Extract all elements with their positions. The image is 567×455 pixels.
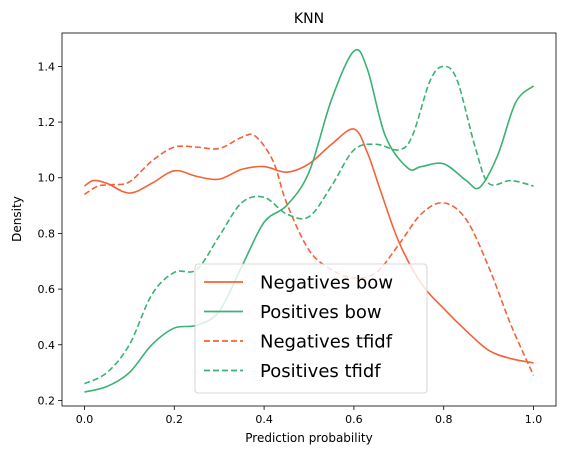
legend: Negatives bow Positives bow Negatives tfid… [194, 263, 428, 394]
y-axis-label: Density [10, 196, 24, 242]
x-tick-label: 0.2 [166, 413, 184, 426]
x-axis-label: Prediction probability [245, 431, 372, 445]
series-line-negatives-bow [83, 128, 534, 364]
y-tick-label: 0.8 [38, 227, 56, 240]
y-axis: 0.2 0.4 0.6 0.8 1.0 1.2 1.4 [38, 60, 62, 407]
series-layer [83, 48, 535, 393]
y-tick-label: 0.2 [38, 394, 56, 407]
series-line-positives-bow [84, 48, 535, 393]
chart-title: KNN [294, 11, 324, 27]
series-line-positives-tfidf [84, 65, 534, 385]
legend-label: Negatives bow [260, 273, 393, 294]
x-tick-label: 0.4 [255, 413, 273, 426]
series-line-negatives-tfidf [84, 133, 535, 376]
y-tick-label: 1.4 [38, 60, 56, 73]
legend-label: Positives tfidf [260, 361, 381, 382]
y-tick-label: 0.4 [38, 339, 56, 352]
x-tick-label: 0.6 [345, 413, 363, 426]
plot-frame [61, 32, 557, 407]
legend-label: Positives bow [260, 302, 382, 323]
legend-label: Negatives tfidf [260, 332, 393, 353]
x-tick-label: 0.0 [76, 413, 94, 426]
y-tick-label: 1.2 [38, 116, 56, 129]
x-tick-label: 1.0 [525, 413, 543, 426]
legend-box [194, 263, 428, 394]
y-tick-label: 1.0 [38, 172, 56, 185]
y-tick-label: 0.6 [38, 283, 56, 296]
x-tick-label: 0.8 [435, 413, 453, 426]
x-axis: 0.0 0.2 0.4 0.6 0.8 1.0 [76, 406, 543, 426]
